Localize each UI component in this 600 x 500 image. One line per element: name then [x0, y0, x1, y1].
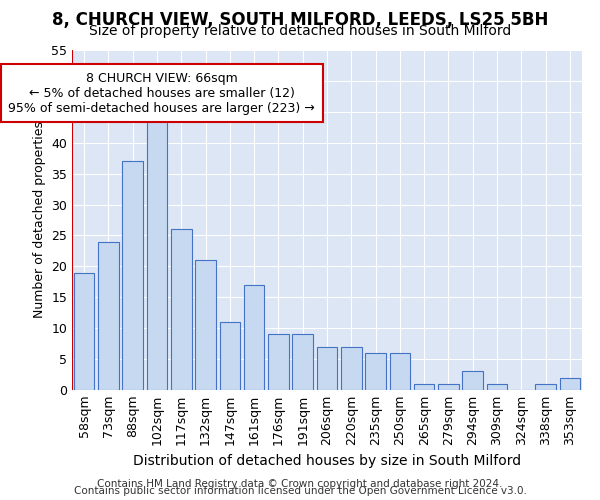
Text: Contains public sector information licensed under the Open Government Licence v3: Contains public sector information licen…	[74, 486, 526, 496]
Bar	[98, 242, 119, 390]
Bar	[244, 285, 265, 390]
Bar	[268, 334, 289, 390]
Y-axis label: Number of detached properties: Number of detached properties	[32, 122, 46, 318]
Bar	[317, 346, 337, 390]
Bar	[171, 230, 191, 390]
Text: 8, CHURCH VIEW, SOUTH MILFORD, LEEDS, LS25 5BH: 8, CHURCH VIEW, SOUTH MILFORD, LEEDS, LS…	[52, 11, 548, 29]
Bar	[341, 346, 362, 390]
Bar	[438, 384, 459, 390]
Bar	[463, 372, 483, 390]
Text: Size of property relative to detached houses in South Milford: Size of property relative to detached ho…	[89, 24, 511, 38]
Bar	[146, 118, 167, 390]
X-axis label: Distribution of detached houses by size in South Milford: Distribution of detached houses by size …	[133, 454, 521, 468]
Bar	[122, 162, 143, 390]
Bar	[195, 260, 216, 390]
Bar	[560, 378, 580, 390]
Text: 8 CHURCH VIEW: 66sqm
← 5% of detached houses are smaller (12)
95% of semi-detach: 8 CHURCH VIEW: 66sqm ← 5% of detached ho…	[8, 72, 315, 114]
Bar	[74, 272, 94, 390]
Bar	[389, 353, 410, 390]
Bar	[292, 334, 313, 390]
Text: Contains HM Land Registry data © Crown copyright and database right 2024.: Contains HM Land Registry data © Crown c…	[97, 479, 503, 489]
Bar	[365, 353, 386, 390]
Bar	[535, 384, 556, 390]
Bar	[487, 384, 508, 390]
Bar	[220, 322, 240, 390]
Bar	[414, 384, 434, 390]
